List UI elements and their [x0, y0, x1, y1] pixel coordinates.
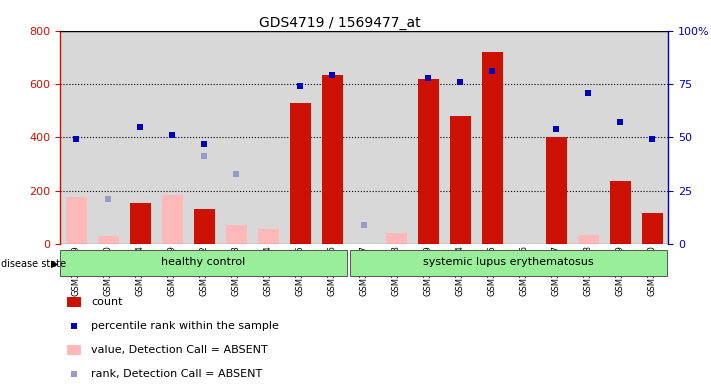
- Bar: [220, 31, 252, 244]
- Bar: [350, 250, 667, 276]
- Bar: [546, 137, 567, 244]
- Bar: [60, 250, 347, 276]
- Text: healthy control: healthy control: [161, 257, 246, 267]
- Bar: [386, 233, 407, 244]
- Bar: [162, 195, 183, 244]
- Bar: [226, 225, 247, 244]
- Bar: [98, 236, 119, 244]
- Bar: [482, 52, 503, 244]
- Text: percentile rank within the sample: percentile rank within the sample: [91, 321, 279, 331]
- Bar: [156, 31, 188, 244]
- Bar: [67, 345, 81, 355]
- Bar: [450, 116, 471, 244]
- Bar: [418, 79, 439, 244]
- Title: GDS4719 / 1569477_at: GDS4719 / 1569477_at: [260, 16, 421, 30]
- Bar: [540, 31, 572, 244]
- Bar: [476, 31, 508, 244]
- Bar: [636, 31, 668, 244]
- Bar: [258, 229, 279, 244]
- Bar: [66, 197, 87, 244]
- Bar: [322, 74, 343, 244]
- Text: rank, Detection Call = ABSENT: rank, Detection Call = ABSENT: [91, 369, 262, 379]
- Bar: [130, 202, 151, 244]
- Bar: [578, 235, 599, 244]
- Bar: [444, 31, 476, 244]
- Text: count: count: [91, 297, 123, 307]
- Bar: [348, 31, 380, 244]
- Bar: [194, 209, 215, 244]
- Bar: [642, 213, 663, 244]
- Bar: [604, 31, 636, 244]
- Bar: [124, 31, 156, 244]
- Bar: [60, 31, 92, 244]
- Text: systemic lupus erythematosus: systemic lupus erythematosus: [423, 257, 594, 267]
- Bar: [316, 31, 348, 244]
- Bar: [572, 31, 604, 244]
- Bar: [290, 103, 311, 244]
- Text: value, Detection Call = ABSENT: value, Detection Call = ABSENT: [91, 345, 268, 355]
- Bar: [380, 31, 412, 244]
- Bar: [188, 31, 220, 244]
- Bar: [67, 297, 81, 307]
- Text: disease state: disease state: [1, 259, 66, 269]
- Bar: [508, 31, 540, 244]
- Bar: [610, 181, 631, 244]
- Bar: [252, 31, 284, 244]
- Bar: [412, 31, 444, 244]
- Text: ▶: ▶: [50, 259, 58, 269]
- Bar: [284, 31, 316, 244]
- Bar: [92, 31, 124, 244]
